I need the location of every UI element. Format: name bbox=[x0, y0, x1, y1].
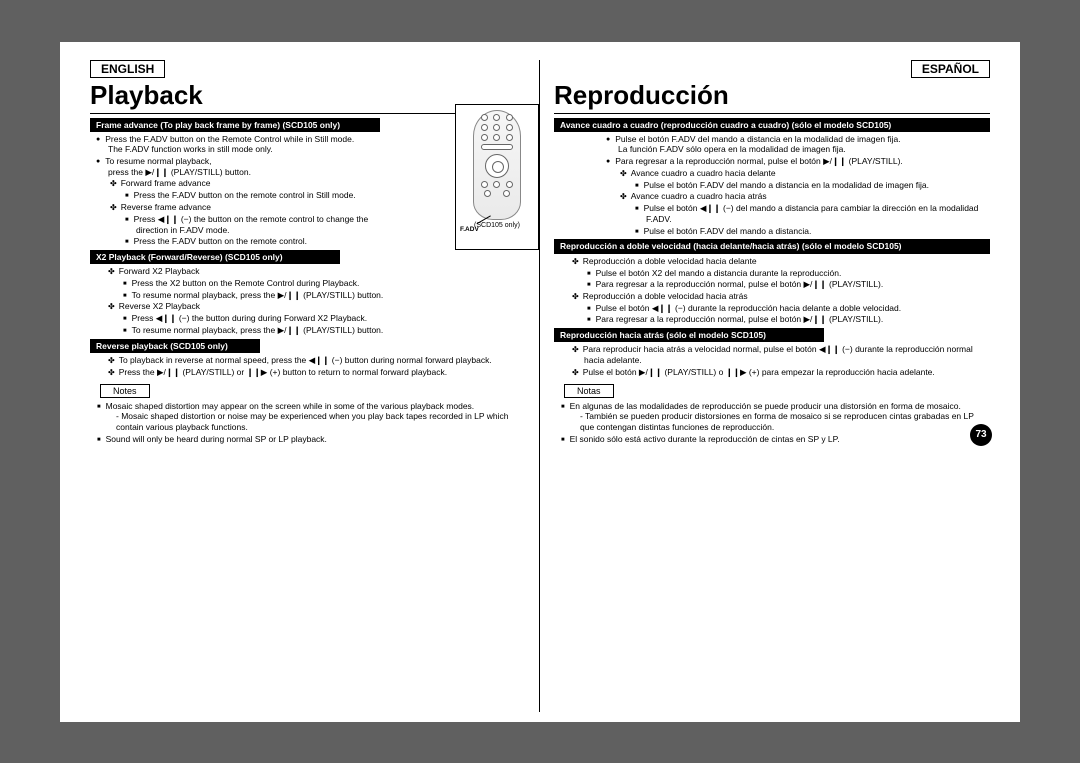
notes-label: Notas bbox=[564, 384, 614, 398]
text: Reproducción a doble velocidad hacia atr… bbox=[584, 291, 990, 325]
right-column: ESPAÑOL Reproducción Avance cuadro a cua… bbox=[540, 60, 990, 712]
text: Press the F.ADV button on the remote con… bbox=[136, 190, 384, 201]
text: Reverse X2 Playback Press ◀❙❙ (−) the bu… bbox=[120, 301, 525, 335]
text: To playback in reverse at normal speed, … bbox=[120, 355, 525, 366]
text: Press the X2 button on the Remote Contro… bbox=[134, 278, 525, 289]
text: Press the F.ADV button on the Remote Con… bbox=[108, 134, 384, 155]
notes-label: Notes bbox=[100, 384, 150, 398]
text: Para regresar a la reproducción normal, … bbox=[618, 156, 990, 236]
text: Press the F.ADV button on the remote con… bbox=[136, 236, 384, 247]
left-column: ENGLISH Playback Frame advance (To play … bbox=[90, 60, 540, 712]
text: Avance cuadro a cuadro hacia delante Pul… bbox=[632, 168, 990, 191]
text: Press ◀❙❙ (−) the button during during F… bbox=[134, 313, 525, 324]
manual-page: ENGLISH Playback Frame advance (To play … bbox=[60, 42, 1020, 722]
text: Reverse frame advance Press ◀❙❙ (−) the … bbox=[122, 202, 384, 247]
text: Pulse el botón F.ADV del mando a distanc… bbox=[618, 134, 990, 155]
text: Press the ▶/❙❙ (PLAY/STILL) or ❙❙▶ (+) b… bbox=[120, 367, 525, 378]
text: Para reproducir hacia atrás a velocidad … bbox=[584, 344, 990, 366]
text: Para regresar a la reproducción normal, … bbox=[598, 279, 990, 290]
text: Pulse el botón F.ADV del mando a distanc… bbox=[646, 180, 990, 191]
remote-figure: F.ADV (SCD105 only) bbox=[455, 104, 539, 250]
lang-badge-es: ESPAÑOL bbox=[911, 60, 990, 78]
text: Mosaic shaped distortion may appear on t… bbox=[108, 401, 525, 433]
section-hdr: Reverse playback (SCD105 only) bbox=[90, 339, 260, 353]
section-hdr: Reproducción hacia atrás (sólo el modelo… bbox=[554, 328, 824, 342]
section-hdr: X2 Playback (Forward/Reverse) (SCD105 on… bbox=[90, 250, 340, 264]
text: To resume normal playback, press the ▶/❙… bbox=[134, 325, 525, 336]
lang-badge-en: ENGLISH bbox=[90, 60, 165, 78]
text: Sound will only be heard during normal S… bbox=[108, 434, 525, 445]
text: Pulse el botón ◀❙❙ (−) del mando a dista… bbox=[646, 203, 990, 224]
text: Pulse el botón X2 del mando a distancia … bbox=[598, 268, 990, 279]
text: Pulse el botón F.ADV del mando a distanc… bbox=[646, 226, 990, 237]
text: To resume normal playback,press the ▶/❙❙… bbox=[108, 156, 384, 247]
text: En algunas de las modalidades de reprodu… bbox=[572, 401, 990, 433]
text: Para regresar a la reproducción normal, … bbox=[598, 314, 990, 325]
text: To resume normal playback, press the ▶/❙… bbox=[134, 290, 525, 301]
text: Pulse el botón ▶/❙❙ (PLAY/STILL) o ❙❙▶ (… bbox=[584, 367, 990, 378]
section-hdr: Frame advance (To play back frame by fra… bbox=[90, 118, 380, 132]
text: Reproducción a doble velocidad hacia del… bbox=[584, 256, 990, 290]
remote-icon bbox=[473, 110, 521, 220]
section-hdr: Reproducción a doble velocidad (hacia de… bbox=[554, 239, 990, 253]
fadv-label: F.ADV bbox=[460, 226, 479, 233]
text: Forward X2 Playback Press the X2 button … bbox=[120, 266, 525, 300]
text: Press ◀❙❙ (−) the button on the remote c… bbox=[136, 214, 384, 235]
text: Pulse el botón ◀❙❙ (−) durante la reprod… bbox=[598, 303, 990, 314]
text: Forward frame advance Press the F.ADV bu… bbox=[122, 178, 384, 201]
title-es: Reproducción bbox=[554, 80, 990, 114]
text: Avance cuadro a cuadro hacia atrás Pulse… bbox=[632, 191, 990, 236]
text: El sonido sólo está activo durante la re… bbox=[572, 434, 990, 445]
section-hdr: Avance cuadro a cuadro (reproducción cua… bbox=[554, 118, 990, 132]
